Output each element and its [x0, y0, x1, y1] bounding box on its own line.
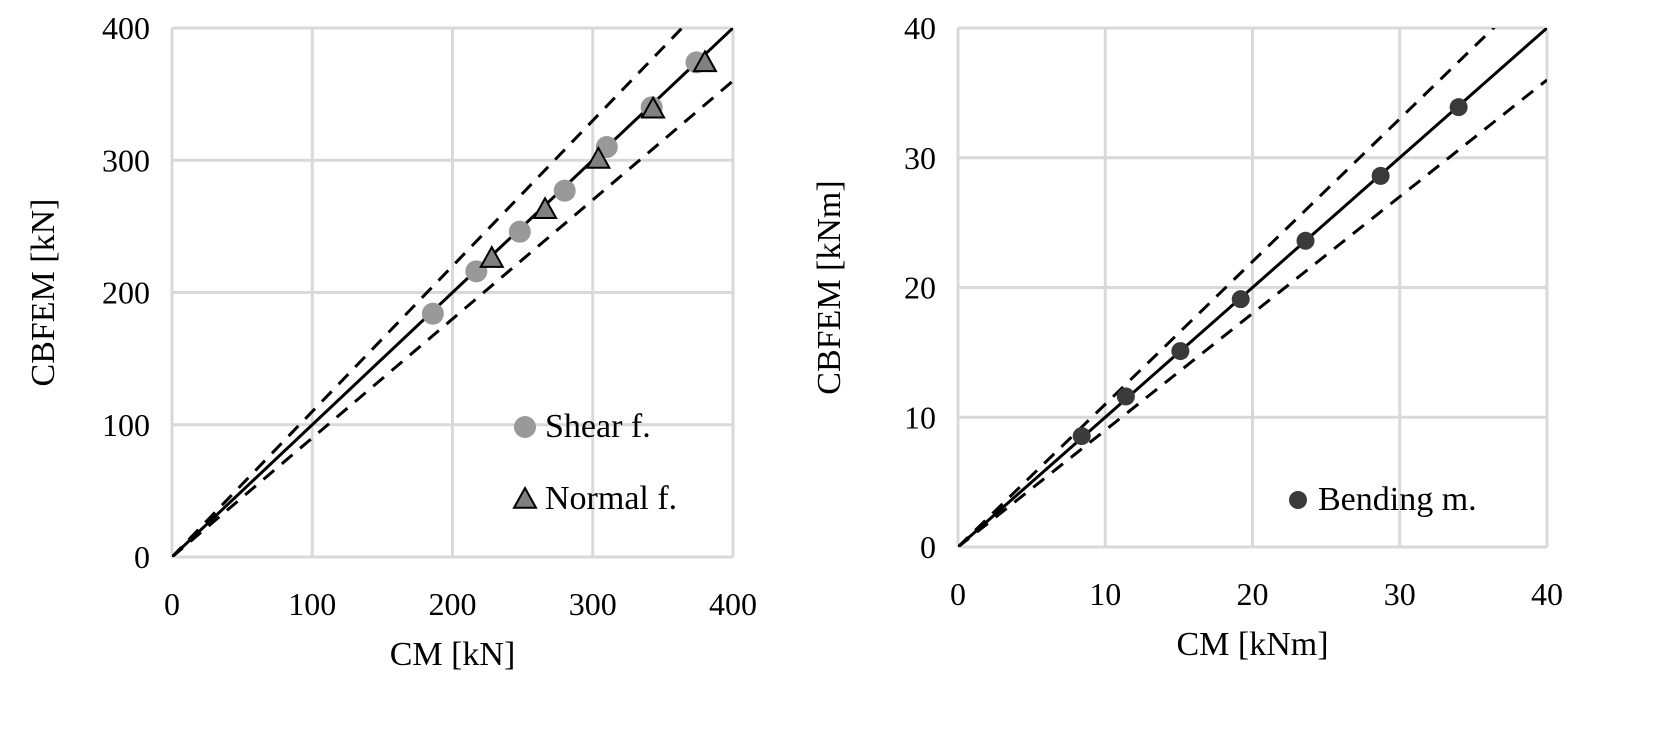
x-axis-title: CM [kNm] — [1176, 626, 1328, 663]
x-tick-label: 200 — [429, 586, 477, 622]
y-axis-title: CBFEM [kN] — [25, 199, 62, 387]
data-point — [1371, 166, 1390, 185]
reference-lines — [958, 28, 1547, 547]
data-point — [1171, 342, 1190, 361]
y-tick-label: 40 — [904, 10, 936, 46]
data-point — [692, 49, 718, 73]
data-point — [479, 245, 505, 268]
data-point — [640, 95, 666, 119]
x-tick-label: 10 — [1089, 576, 1121, 612]
x-tick-label: 40 — [1531, 576, 1563, 612]
reference-lines — [172, 28, 733, 557]
legend-marker — [1289, 491, 1307, 509]
y-tick-label: 200 — [102, 275, 150, 311]
tolerance-line — [172, 28, 685, 557]
data-point — [1231, 290, 1250, 309]
data-point — [1449, 98, 1468, 117]
data-point — [1116, 387, 1135, 406]
y-tick-label: 0 — [134, 539, 150, 575]
x-tick-label: 100 — [288, 586, 336, 622]
x-tick-label: 0 — [950, 576, 966, 612]
equality-line — [172, 28, 733, 557]
data-point — [585, 145, 612, 169]
series-bending-m: Bending m. — [1072, 98, 1477, 518]
y-tick-label: 0 — [920, 529, 936, 565]
y-tick-label: 400 — [102, 10, 150, 46]
series-normal-f: Normal f. — [479, 49, 718, 517]
legend-label: Shear f. — [545, 408, 651, 445]
y-tick-label: 30 — [904, 140, 936, 176]
tolerance-line — [172, 79, 733, 557]
y-tick-label: 300 — [102, 142, 150, 178]
data-point — [421, 302, 444, 325]
chart-panel-1: 0 100 200 300 400 0 100 200 300 400 Shear f. Normal… — [25, 10, 757, 673]
x-tick-label: 20 — [1237, 576, 1269, 612]
y-tick-label: 20 — [904, 270, 936, 306]
x-tick-label: 300 — [569, 586, 617, 622]
x-axis-title: CM [kN] — [390, 636, 516, 673]
data-point — [1296, 231, 1315, 250]
y-axis-title: CBFEM [kNm] — [811, 180, 848, 394]
x-tick-label: 400 — [709, 586, 757, 622]
legend-label: Bending m. — [1318, 481, 1477, 518]
legend-marker — [514, 416, 536, 438]
chart-panel-2: 0 10 20 30 40 0 10 20 30 40 Bending m. CM [kNm] CBFE… — [811, 10, 1563, 663]
x-tick-label: 0 — [164, 586, 180, 622]
data-point — [532, 196, 558, 219]
data-point — [508, 220, 531, 243]
data-point — [553, 179, 576, 202]
legend-label: Normal f. — [545, 480, 677, 517]
data-point — [1072, 427, 1091, 446]
legend-marker — [512, 485, 538, 509]
tolerance-line — [958, 78, 1547, 547]
y-tick-label: 10 — [904, 399, 936, 435]
series-shear-f: Shear f. — [421, 51, 708, 445]
x-tick-label: 30 — [1384, 576, 1416, 612]
tolerance-line — [958, 28, 1496, 547]
y-tick-label: 100 — [102, 407, 150, 443]
equality-line — [958, 28, 1547, 547]
